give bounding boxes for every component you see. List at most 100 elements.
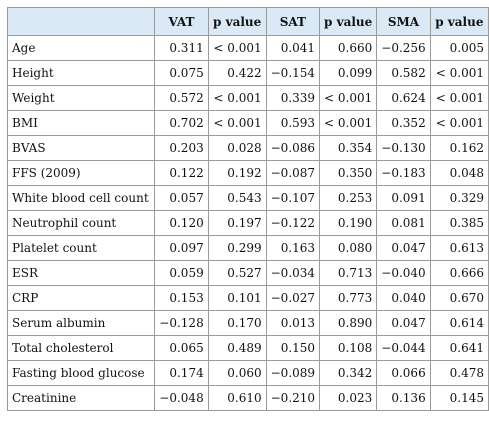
value-cell: < 0.001 bbox=[429, 110, 489, 136]
value-cell: 0.145 bbox=[429, 385, 489, 411]
value-cell: 0.666 bbox=[429, 260, 489, 286]
row-label: Neutrophil count bbox=[6, 210, 156, 236]
value-cell: −0.107 bbox=[265, 185, 321, 211]
row-label: Creatinine bbox=[6, 385, 156, 411]
table-row: BVAS 0.203 0.028 −0.086 0.354 −0.130 0.162 bbox=[6, 135, 489, 161]
value-cell: < 0.001 bbox=[207, 35, 267, 61]
value-cell: −0.122 bbox=[265, 210, 321, 236]
data-table: VAT p value SAT p value SMA p value Age 0.311 <… bbox=[6, 7, 489, 411]
value-cell: 0.713 bbox=[319, 260, 378, 286]
value-cell: < 0.001 bbox=[319, 110, 378, 136]
table-row: Height 0.075 0.422 −0.154 0.099 0.582 < 0.001 bbox=[6, 60, 489, 86]
value-cell: 0.385 bbox=[429, 210, 489, 236]
value-cell: −0.034 bbox=[265, 260, 321, 286]
row-label: White blood cell count bbox=[6, 185, 156, 211]
value-cell: 0.120 bbox=[154, 210, 209, 236]
value-cell: 0.593 bbox=[265, 110, 321, 136]
value-cell: 0.174 bbox=[154, 360, 209, 386]
table-row: Neutrophil count 0.120 0.197 −0.122 0.190 0.0… bbox=[6, 210, 489, 236]
value-cell: 0.099 bbox=[319, 60, 378, 86]
value-cell: 0.192 bbox=[207, 160, 267, 186]
value-cell: 0.153 bbox=[154, 285, 209, 311]
value-cell: 0.023 bbox=[319, 385, 378, 411]
value-cell: 0.040 bbox=[376, 285, 431, 311]
value-cell: 0.660 bbox=[319, 35, 378, 61]
table-row: White blood cell count 0.057 0.543 −0.107 0.… bbox=[6, 185, 489, 211]
header-row: VAT p value SAT p value SMA p value bbox=[6, 7, 489, 36]
row-label: BMI bbox=[6, 110, 156, 136]
row-label: Fasting blood glucose bbox=[6, 360, 156, 386]
corner-cell bbox=[6, 7, 156, 36]
value-cell: 0.065 bbox=[154, 335, 209, 361]
value-cell: < 0.001 bbox=[319, 85, 378, 111]
row-label: Age bbox=[6, 35, 156, 61]
header-cell: SMA bbox=[376, 7, 431, 36]
value-cell: 0.101 bbox=[207, 285, 267, 311]
row-label: FFS (2009) bbox=[6, 160, 156, 186]
value-cell: −0.210 bbox=[265, 385, 321, 411]
value-cell: 0.641 bbox=[429, 335, 489, 361]
value-cell: 0.614 bbox=[429, 310, 489, 336]
value-cell: 0.329 bbox=[429, 185, 489, 211]
value-cell: 0.059 bbox=[154, 260, 209, 286]
value-cell: 0.108 bbox=[319, 335, 378, 361]
table-row: Weight 0.572 < 0.001 0.339 < 0.001 0.624 < 0.0… bbox=[6, 85, 489, 111]
table-row: ESR 0.059 0.527 −0.034 0.713 −0.040 0.666 bbox=[6, 260, 489, 286]
value-cell: −0.128 bbox=[154, 310, 209, 336]
value-cell: < 0.001 bbox=[429, 60, 489, 86]
value-cell: −0.086 bbox=[265, 135, 321, 161]
row-label: Weight bbox=[6, 85, 156, 111]
table-row: Age 0.311 < 0.001 0.041 0.660 −0.256 0.005 bbox=[6, 35, 489, 61]
value-cell: 0.352 bbox=[376, 110, 431, 136]
value-cell: 0.299 bbox=[207, 235, 267, 261]
table-row: Total cholesterol 0.065 0.489 0.150 0.108 −0.… bbox=[6, 335, 489, 361]
header-cell: p value bbox=[319, 7, 378, 36]
value-cell: 0.075 bbox=[154, 60, 209, 86]
value-cell: 0.057 bbox=[154, 185, 209, 211]
value-cell: 0.702 bbox=[154, 110, 209, 136]
value-cell: 0.253 bbox=[319, 185, 378, 211]
value-cell: 0.081 bbox=[376, 210, 431, 236]
value-cell: 0.350 bbox=[319, 160, 378, 186]
value-cell: 0.670 bbox=[429, 285, 489, 311]
value-cell: 0.489 bbox=[207, 335, 267, 361]
value-cell: 0.005 bbox=[429, 35, 489, 61]
value-cell: < 0.001 bbox=[207, 110, 267, 136]
value-cell: 0.048 bbox=[429, 160, 489, 186]
value-cell: 0.163 bbox=[265, 235, 321, 261]
table-row: Serum albumin −0.128 0.170 0.013 0.890 0.047 0… bbox=[6, 310, 489, 336]
value-cell: 0.773 bbox=[319, 285, 378, 311]
value-cell: 0.203 bbox=[154, 135, 209, 161]
value-cell: −0.027 bbox=[265, 285, 321, 311]
value-cell: 0.610 bbox=[207, 385, 267, 411]
value-cell: 0.890 bbox=[319, 310, 378, 336]
value-cell: 0.613 bbox=[429, 235, 489, 261]
value-cell: −0.048 bbox=[154, 385, 209, 411]
value-cell: 0.080 bbox=[319, 235, 378, 261]
value-cell: 0.170 bbox=[207, 310, 267, 336]
value-cell: 0.060 bbox=[207, 360, 267, 386]
value-cell: 0.136 bbox=[376, 385, 431, 411]
value-cell: 0.066 bbox=[376, 360, 431, 386]
value-cell: 0.311 bbox=[154, 35, 209, 61]
table-row: Fasting blood glucose 0.174 0.060 −0.089 0.3… bbox=[6, 360, 489, 386]
value-cell: −0.089 bbox=[265, 360, 321, 386]
value-cell: 0.028 bbox=[207, 135, 267, 161]
value-cell: 0.582 bbox=[376, 60, 431, 86]
table-row: CRP 0.153 0.101 −0.027 0.773 0.040 0.670 bbox=[6, 285, 489, 311]
value-cell: 0.342 bbox=[319, 360, 378, 386]
row-label: Serum albumin bbox=[6, 310, 156, 336]
row-label: Platelet count bbox=[6, 235, 156, 261]
value-cell: < 0.001 bbox=[207, 85, 267, 111]
value-cell: −0.087 bbox=[265, 160, 321, 186]
value-cell: 0.354 bbox=[319, 135, 378, 161]
row-label: BVAS bbox=[6, 135, 156, 161]
value-cell: 0.041 bbox=[265, 35, 321, 61]
value-cell: 0.478 bbox=[429, 360, 489, 386]
value-cell: < 0.001 bbox=[429, 85, 489, 111]
value-cell: −0.183 bbox=[376, 160, 431, 186]
row-label: ESR bbox=[6, 260, 156, 286]
value-cell: 0.527 bbox=[207, 260, 267, 286]
table-body: Age 0.311 < 0.001 0.041 0.660 −0.256 0.005 Heig… bbox=[6, 35, 489, 411]
